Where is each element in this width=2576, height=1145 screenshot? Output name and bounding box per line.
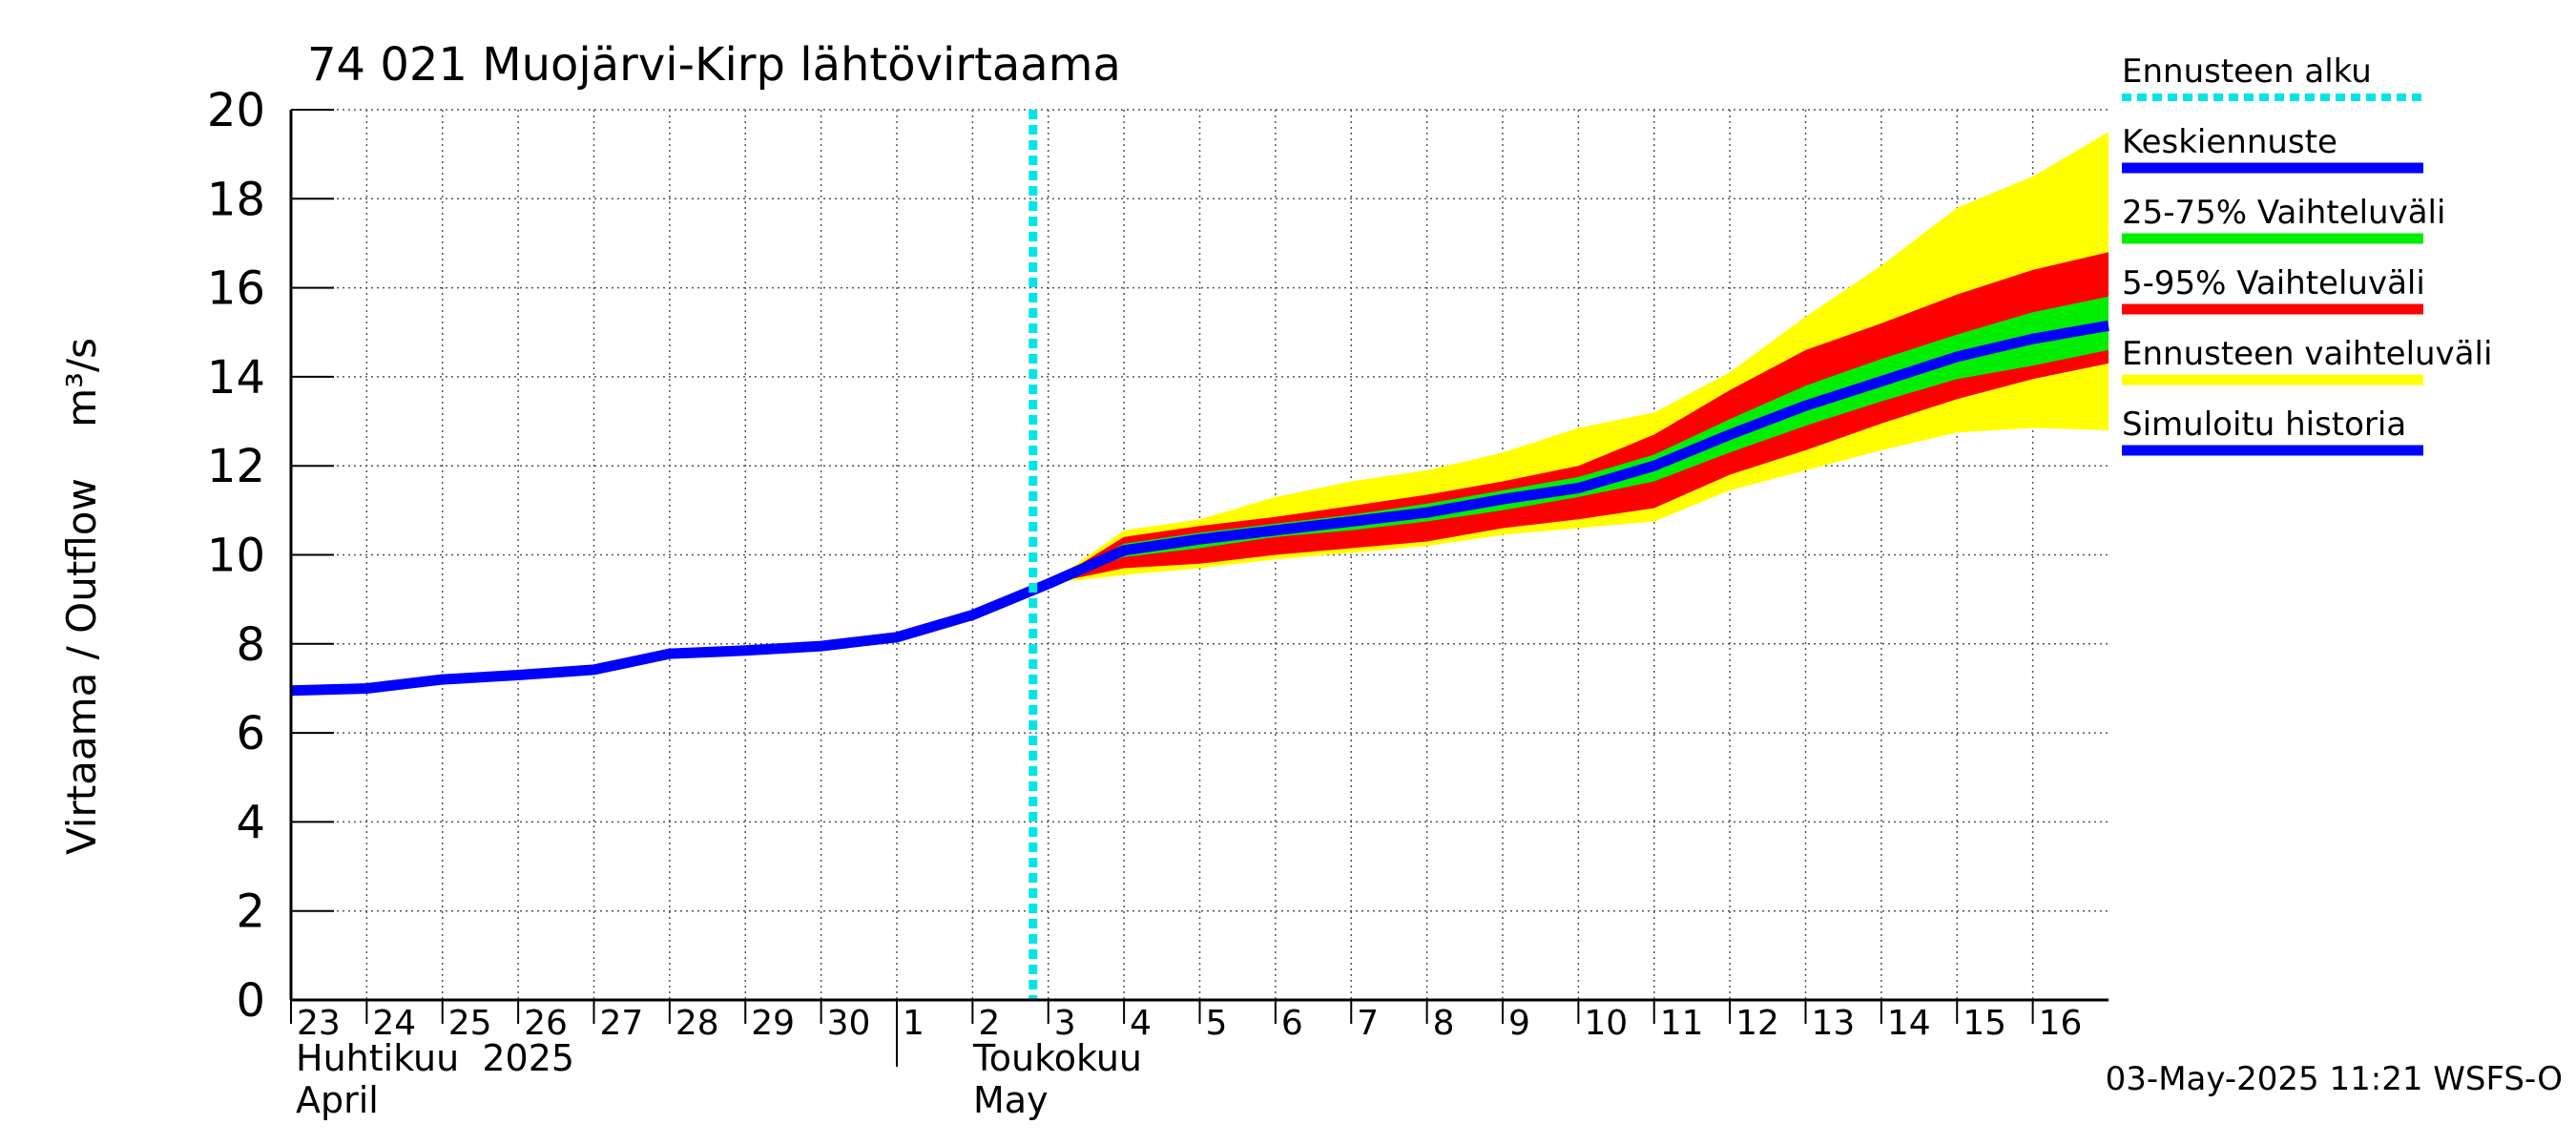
legend-label: Ennusteen alku — [2122, 52, 2372, 91]
legend-label: Keskiennuste — [2122, 123, 2337, 161]
x-tick-label: 12 — [1735, 1004, 1779, 1043]
y-tick-label: 10 — [207, 530, 265, 583]
x-tick-label: 1 — [903, 1004, 924, 1043]
timestamp-footer: 03-May-2025 11:21 WSFS-O — [2106, 1060, 2563, 1098]
x-tick-label: 28 — [675, 1004, 719, 1043]
x-tick-label: 10 — [1584, 1004, 1628, 1043]
month-label-april-fi: Huhtikuu 2025 — [296, 1037, 574, 1079]
simulated-history-line — [290, 578, 1050, 697]
x-tick-label: 15 — [1963, 1004, 2006, 1043]
x-tick-label: 29 — [751, 1004, 795, 1043]
y-tick-label: 18 — [207, 173, 265, 226]
legend-label: Ennusteen vaihteluväli — [2122, 335, 2492, 373]
x-tick-label: 24 — [372, 1004, 416, 1043]
x-tick-label: 8 — [1433, 1004, 1455, 1043]
y-ticks: 0 2 4 6 8 10 12 14 16 18 20 — [207, 84, 334, 1028]
x-tick-label: 7 — [1357, 1004, 1379, 1043]
x-tick-label: 23 — [297, 1004, 341, 1043]
band-25-75 — [1048, 296, 2109, 584]
legend-label: 5-95% Vaihteluväli — [2122, 264, 2425, 302]
x-ticks: 23 24 25 26 27 28 29 30 1 2 3 4 5 6 7 8 9 10 11 12 13 14 15 16 — [290, 1000, 2083, 1067]
x-tick-label: 3 — [1054, 1004, 1076, 1043]
x-tick-label: 6 — [1281, 1004, 1303, 1043]
y-tick-label: 14 — [207, 351, 265, 405]
legend-label: Simuloitu historia — [2122, 406, 2406, 444]
x-tick-label: 5 — [1206, 1004, 1228, 1043]
y-tick-label: 0 — [236, 974, 265, 1028]
x-tick-label: 26 — [524, 1004, 568, 1043]
y-axis-label: Virtaama / Outflow m³/s — [58, 338, 105, 855]
x-tick-label: 4 — [1130, 1004, 1152, 1043]
y-tick-label: 8 — [236, 618, 265, 672]
y-tick-label: 20 — [207, 84, 265, 137]
flow-lines — [290, 110, 2109, 1000]
x-tick-label: 9 — [1508, 1004, 1530, 1043]
y-tick-label: 12 — [207, 440, 265, 493]
month-label-april-en: April — [296, 1079, 379, 1121]
legend: Ennusteen alku Keskiennuste 25-75% Vaihtel… — [2122, 52, 2492, 456]
month-label-may-fi: Toukokuu — [972, 1037, 1142, 1079]
x-tick-label: 16 — [2039, 1004, 2083, 1043]
y-tick-label: 6 — [236, 707, 265, 760]
y-tick-label: 16 — [207, 262, 265, 316]
month-label-may-en: May — [973, 1079, 1049, 1121]
chart-title: 74 021 Muojärvi-Kirp lähtövirtaama — [307, 38, 1121, 92]
y-tick-label: 2 — [236, 885, 265, 939]
x-tick-label: 11 — [1660, 1004, 1704, 1043]
x-tick-label: 13 — [1812, 1004, 1856, 1043]
x-tick-label: 27 — [600, 1004, 644, 1043]
y-tick-label: 4 — [236, 796, 265, 849]
x-tick-label: 2 — [978, 1004, 1000, 1043]
x-tick-label: 14 — [1887, 1004, 1931, 1043]
x-tick-label: 25 — [448, 1004, 492, 1043]
x-tick-label: 30 — [827, 1004, 871, 1043]
mean-forecast-line — [1046, 320, 2109, 589]
legend-label: 25-75% Vaihteluväli — [2122, 194, 2445, 232]
